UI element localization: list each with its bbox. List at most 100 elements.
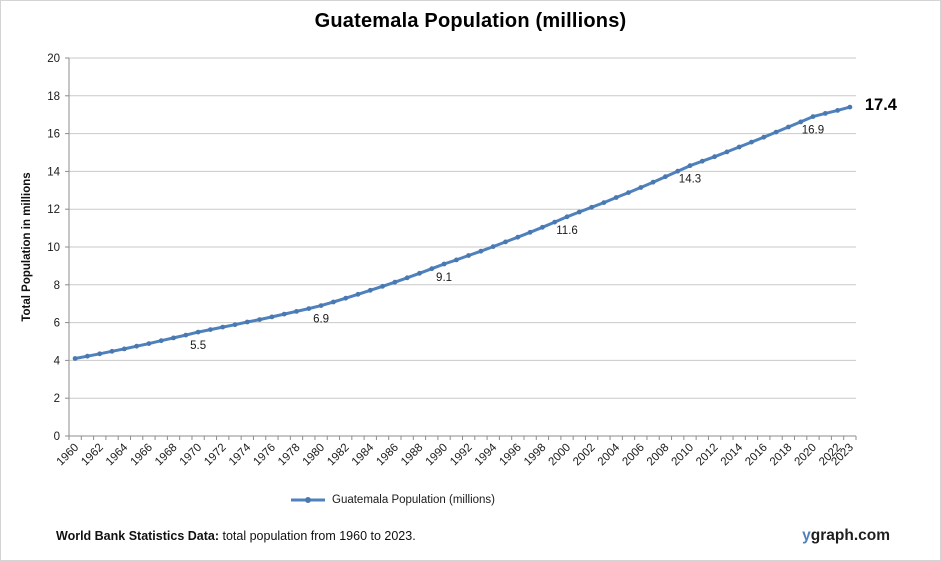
- data-point-marker: [712, 154, 717, 160]
- data-point-marker: [810, 114, 816, 119]
- source-note-bold: World Bank Statistics Data:: [56, 529, 220, 543]
- data-point-marker: [786, 124, 791, 130]
- data-point-label: 5.5: [190, 340, 206, 352]
- chart-title: Guatemala Population (millions): [314, 10, 627, 32]
- logo-rest: graph.com: [810, 527, 890, 544]
- plot-area: 0246810121416182019601962196419661968197…: [47, 53, 898, 469]
- x-tick-label: 1978: [276, 442, 303, 469]
- data-point-marker: [749, 139, 754, 145]
- data-point-marker: [257, 317, 262, 322]
- x-tick-label: 1974: [227, 441, 254, 468]
- y-tick-label: 18: [47, 91, 60, 103]
- data-point-marker: [441, 261, 447, 267]
- data-point-marker: [97, 351, 103, 357]
- data-point-marker: [134, 343, 140, 349]
- data-point-marker: [601, 200, 607, 206]
- data-point-marker: [650, 179, 656, 185]
- data-point-marker: [146, 341, 152, 346]
- data-point-marker: [343, 295, 349, 301]
- data-point-marker: [318, 303, 324, 308]
- data-point-marker: [220, 324, 226, 330]
- data-point-marker: [675, 168, 681, 174]
- data-point-marker: [589, 204, 594, 210]
- x-tick-label: 1966: [128, 442, 155, 469]
- y-tick-label: 8: [54, 280, 60, 292]
- x-tick-label: 2018: [768, 442, 795, 469]
- data-point-marker: [183, 332, 189, 338]
- data-point-marker: [454, 257, 459, 263]
- x-tick-label: 1972: [202, 442, 229, 469]
- data-point-marker: [158, 338, 164, 344]
- x-tick-label: 1984: [350, 441, 377, 468]
- x-tick-label: 1970: [178, 442, 205, 469]
- data-point-marker: [626, 190, 631, 196]
- x-tick-label: 1986: [374, 442, 401, 469]
- data-point-marker: [380, 283, 385, 289]
- data-point-marker: [699, 158, 705, 164]
- ygraph-logo: ygraph.com: [802, 527, 890, 545]
- data-point-marker: [466, 253, 471, 258]
- x-tick-label: 1990: [424, 442, 451, 469]
- data-point-marker: [121, 346, 127, 352]
- data-point-marker: [171, 335, 176, 341]
- data-point-marker: [847, 104, 853, 110]
- data-point-marker: [195, 329, 201, 335]
- data-point-marker: [822, 111, 828, 116]
- data-point-marker: [564, 214, 570, 220]
- x-tick-label: 2020: [792, 442, 819, 469]
- data-point-marker: [540, 224, 545, 230]
- data-point-marker: [835, 108, 840, 113]
- data-point-marker: [490, 244, 496, 250]
- data-point-marker: [232, 322, 238, 328]
- x-tick-label: 1976: [251, 442, 278, 469]
- data-point-marker: [663, 174, 668, 180]
- data-point-marker: [294, 309, 299, 314]
- y-tick-label: 4: [54, 355, 61, 367]
- y-tick-label: 2: [54, 393, 60, 405]
- y-tick-label: 16: [47, 129, 60, 141]
- data-point-marker: [552, 219, 558, 225]
- source-note-rest: total population from 1960 to 2023.: [219, 529, 416, 543]
- x-tick-label: 2008: [645, 442, 672, 469]
- data-point-marker: [761, 134, 767, 140]
- data-point-label: 17.4: [865, 96, 898, 114]
- data-point-marker: [736, 144, 742, 150]
- data-point-marker: [527, 229, 533, 235]
- legend-line-marker-icon: [291, 497, 325, 503]
- data-point-marker: [613, 195, 619, 200]
- data-point-marker: [355, 291, 361, 297]
- x-tick-label: 1996: [497, 442, 524, 469]
- data-point-marker: [773, 129, 779, 135]
- data-point-label: 14.3: [679, 174, 701, 186]
- data-point-marker: [367, 287, 373, 293]
- data-point-marker: [72, 356, 78, 361]
- y-tick-label: 6: [54, 318, 60, 330]
- x-tick-label: 1962: [79, 442, 106, 469]
- data-point-label: 11.6: [556, 225, 578, 237]
- x-tick-label: 1992: [448, 442, 475, 469]
- x-tick-label: 1988: [399, 442, 426, 469]
- y-tick-label: 20: [47, 53, 60, 65]
- x-tick-label: 1982: [325, 442, 352, 469]
- legend-label: Guatemala Population (millions): [332, 494, 495, 506]
- data-point-marker: [269, 314, 275, 320]
- legend: Guatemala Population (millions): [290, 494, 495, 506]
- data-point-marker: [404, 275, 410, 281]
- x-tick-label: 1994: [473, 441, 500, 468]
- data-point-marker: [392, 279, 398, 285]
- data-point-marker: [281, 311, 287, 317]
- data-point-marker: [576, 209, 582, 215]
- x-tick-label: 1960: [55, 442, 82, 469]
- x-tick-label: 2002: [571, 442, 598, 469]
- x-tick-label: 2012: [694, 442, 721, 469]
- x-tick-label: 2016: [743, 442, 770, 469]
- x-tick-label: 2006: [620, 442, 647, 469]
- data-point-marker: [638, 185, 644, 190]
- y-tick-label: 10: [47, 242, 60, 254]
- x-tick-label: 1980: [301, 442, 328, 469]
- x-tick-label: 2004: [596, 441, 623, 468]
- y-tick-label: 0: [54, 431, 60, 443]
- logo-accent: y: [802, 527, 811, 544]
- data-point-marker: [503, 239, 508, 245]
